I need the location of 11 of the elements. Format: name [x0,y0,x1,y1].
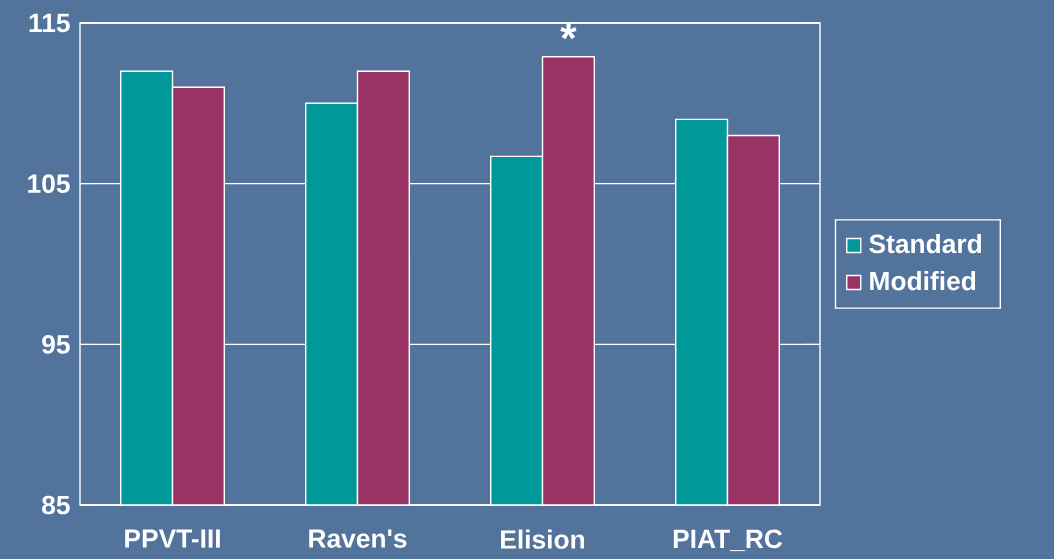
y-tick-label: 115 [29,13,70,33]
x-tick-label: PIAT_RC [673,529,783,552]
y-tick-label: 95 [42,335,70,354]
legend-label: Standard [869,233,981,254]
y-tick-label: 85 [42,495,70,515]
x-tick-label: Raven's [309,529,407,548]
x-tick-label: PPVT-III [125,529,220,548]
y-tick-label: 105 [28,174,70,194]
x-tick-label: Elision [501,529,585,549]
annotation: * [560,23,577,40]
legend-label: Modified [870,271,976,291]
